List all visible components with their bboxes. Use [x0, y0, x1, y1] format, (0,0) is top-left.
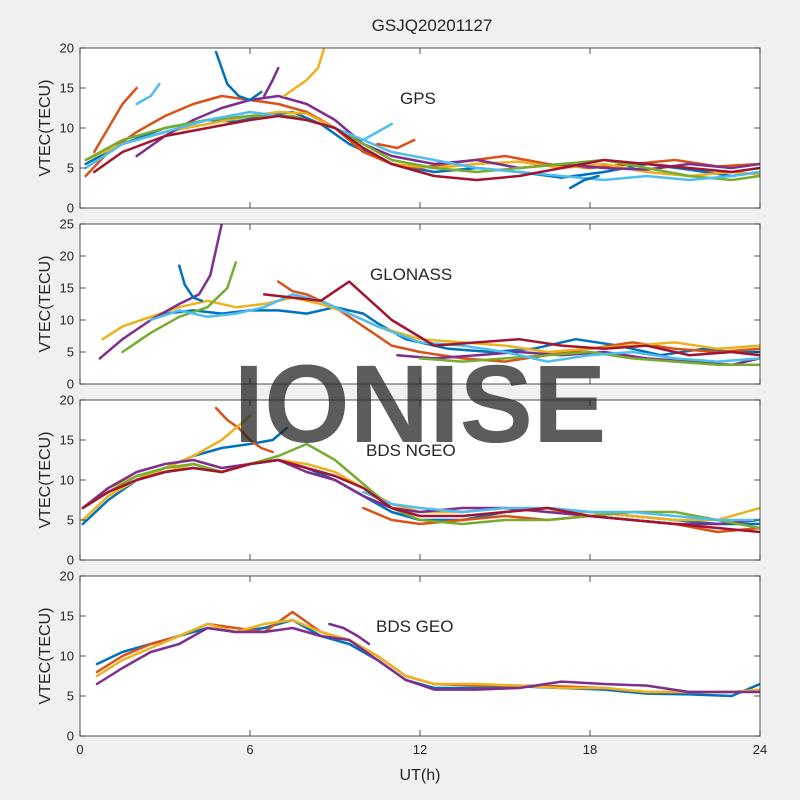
series-line-12 [376, 138, 416, 150]
watermark: IONISE [234, 343, 607, 466]
series-line-6 [92, 114, 760, 182]
y-tick-label: 20 [60, 41, 74, 56]
y-axis-label: VTEC(TECU) [37, 608, 54, 705]
series-group [81, 406, 760, 534]
x-tick-label: 18 [583, 742, 597, 757]
series-line-9 [177, 264, 204, 303]
series-line-7 [81, 442, 760, 530]
y-tick-label: 5 [67, 161, 74, 176]
series-line-5 [84, 110, 760, 182]
y-tick-label: 0 [67, 377, 74, 392]
y-tick-label: 20 [60, 393, 74, 408]
panel-label: BDS NGEO [366, 441, 456, 460]
series-line-13 [362, 122, 393, 142]
series-group [84, 48, 760, 190]
series-line-10 [262, 66, 280, 98]
panel-label: GLONASS [370, 265, 452, 284]
y-tick-label: 0 [67, 201, 74, 216]
y-tick-label: 0 [67, 553, 74, 568]
series-line-7 [149, 293, 760, 363]
y-tick-label: 10 [60, 649, 74, 664]
panel-bds-geo: 0 5 10 15 20 0 6 12 18 24 VTEC(TECU) BDS GEO [37, 569, 767, 758]
series-group [98, 224, 760, 367]
x-tick-label: 0 [76, 742, 83, 757]
panel-glonass: 0 5 10 15 20 25 VTEC(TECU) GLONASS [37, 217, 761, 392]
axes-area [80, 400, 760, 560]
series-group [95, 610, 760, 698]
series-line-11 [135, 82, 161, 106]
y-tick-label: 25 [60, 217, 74, 232]
series-line-4 [328, 622, 371, 646]
series-line-1 [277, 280, 760, 363]
series-line-8 [262, 280, 760, 357]
series-line-9 [81, 458, 760, 534]
y-tick-label: 5 [67, 345, 74, 360]
y-tick-label: 10 [60, 473, 74, 488]
y-tick-label: 20 [60, 249, 74, 264]
panel-label: BDS GEO [376, 617, 453, 636]
series-line-8 [92, 86, 138, 154]
series-line-9 [282, 48, 325, 98]
panel-bds-ngeo: 0 5 10 15 20 VTEC(TECU) BDS NGEO [37, 393, 761, 568]
x-tick-label: 6 [246, 742, 253, 757]
x-axis-label: UT(h) [400, 767, 441, 784]
y-axis-label: VTEC(TECU) [37, 432, 54, 529]
series-line-0 [95, 618, 760, 698]
panels: 0 5 10 15 20 VTEC(TECU) GPS 0 5 10 15 20 25 VTEC(TECU… [37, 41, 767, 758]
y-tick-label: 15 [60, 281, 74, 296]
panel-gps: 0 5 10 15 20 VTEC(TECU) GPS [37, 41, 761, 216]
y-tick-label: 5 [67, 689, 74, 704]
series-line-3 [98, 224, 223, 360]
figure-title: GSJQ20201127 [372, 16, 493, 35]
axes-area [80, 48, 760, 208]
y-axis-label: VTEC(TECU) [37, 80, 54, 177]
series-line-7 [214, 50, 263, 102]
series-line-14 [568, 174, 600, 190]
y-tick-label: 15 [60, 433, 74, 448]
y-tick-label: 10 [60, 313, 74, 328]
series-line-5 [121, 261, 238, 354]
x-tick-label: 12 [413, 742, 427, 757]
y-axis-label: VTEC(TECU) [37, 256, 54, 353]
y-tick-label: 0 [67, 729, 74, 744]
y-tick-label: 15 [60, 609, 74, 624]
series-line-2 [95, 618, 760, 694]
y-tick-label: 15 [60, 81, 74, 96]
y-tick-label: 20 [60, 569, 74, 584]
series-line-3 [135, 94, 760, 171]
y-tick-label: 5 [67, 513, 74, 528]
series-line-1 [84, 94, 760, 178]
series-line-1 [214, 406, 274, 454]
panel-label: GPS [400, 89, 436, 108]
x-tick-label: 24 [753, 742, 767, 757]
y-tick-label: 10 [60, 121, 74, 136]
series-line-6 [418, 350, 760, 367]
axes-area [80, 576, 760, 736]
series-line-3 [95, 626, 760, 694]
